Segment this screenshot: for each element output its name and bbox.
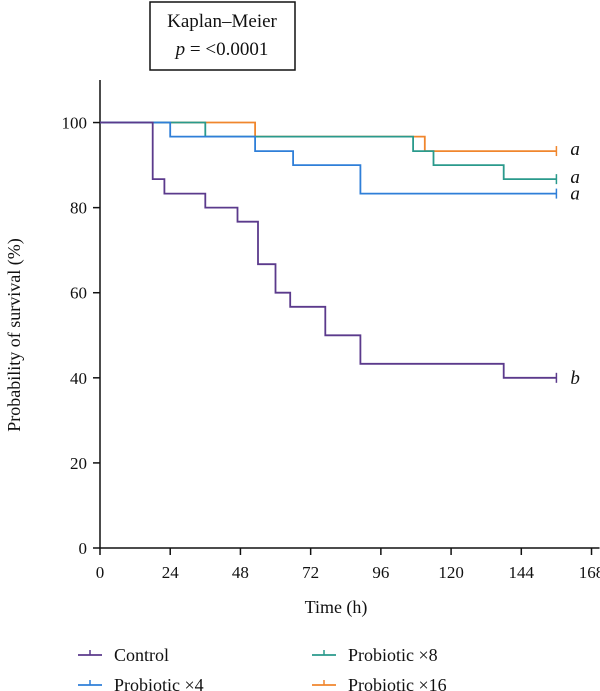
legend-label: Probiotic ×8 [348,645,438,665]
x-axis-title: Time (h) [305,597,368,618]
x-tick-label: 48 [232,563,249,582]
y-tick-label: 0 [79,539,88,558]
x-tick-label: 96 [372,563,389,582]
legend-item: Probiotic ×8 [312,645,438,665]
x-tick-label: 72 [302,563,319,582]
series-line [100,121,557,379]
y-tick-label: 20 [70,454,87,473]
y-tick-label: 60 [70,284,87,303]
x-tick-label: 120 [438,563,464,582]
annotation-method: Kaplan–Meier [167,11,277,32]
series-line [100,121,557,195]
x-tick-label: 144 [509,563,535,582]
significance-label: a [570,139,580,160]
x-tick-label: 0 [96,563,105,582]
legend-item: Probiotic ×16 [312,675,447,691]
legend-label: Probiotic ×16 [348,675,447,691]
legend-item: Probiotic ×4 [78,675,204,691]
y-tick-label: 100 [62,114,88,133]
legend-label: Control [114,645,169,665]
x-tick-label: 24 [162,563,180,582]
significance-label: a [570,184,580,205]
series-line [100,121,557,180]
y-tick-label: 40 [70,369,87,388]
annotation-p-rest: = <0.0001 [185,39,268,60]
significance-label: b [570,368,580,389]
legend-item: Control [78,645,169,665]
legend: Control Probiotic ×4 Probiotic ×8 Probiotic… [78,645,447,691]
annotation-box: Kaplan–Meier p = <0.0001 [149,1,296,71]
annotation-box-border [149,1,296,71]
y-tick-label: 80 [70,199,87,218]
significance-label: a [570,167,580,188]
x-tick-label: 168 [579,563,600,582]
legend-label: Probiotic ×4 [114,675,204,691]
annotation-p-symbol: p [174,39,186,60]
annotation-p-value: p = <0.0001 [174,39,269,60]
axes: 0 24 48 72 96 120 144 168 0 20 40 60 80 100 [62,80,600,582]
y-axis-title: Probability of survival (%) [4,238,25,431]
